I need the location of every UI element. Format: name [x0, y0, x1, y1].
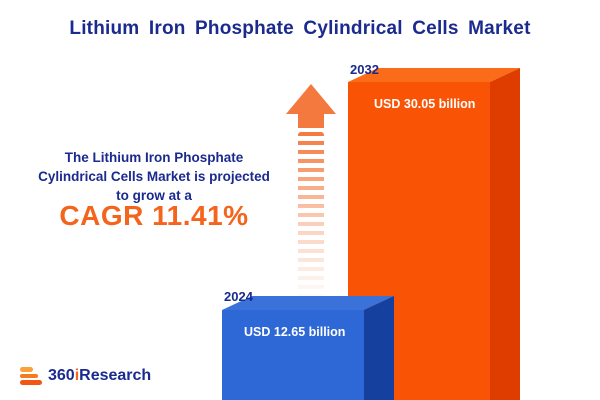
logo-bar-middle: [20, 373, 38, 378]
logo-text: 360iResearch: [48, 367, 151, 385]
logo-bar-bottom: [20, 380, 42, 385]
arrow-fade-overlay: [296, 132, 326, 302]
growth-arrow-icon: [286, 84, 336, 302]
page-title: Lithium Iron Phosphate Cylindrical Cells…: [69, 18, 531, 39]
bar-2024-top-face: [222, 296, 394, 310]
cagr-value: CAGR 11.41%: [59, 200, 249, 231]
category-label-2024: 2024: [224, 289, 253, 304]
arrow-head: [286, 84, 336, 114]
logo-text-360: 360: [48, 367, 75, 384]
bar-2032-top-face: [348, 68, 520, 82]
market-description: The Lithium Iron Phosphate Cylindrical C…: [8, 148, 300, 205]
bar-2024: [222, 296, 394, 400]
description-line-1: The Lithium Iron Phosphate: [64, 150, 244, 165]
logo-text-research: Research: [79, 367, 152, 384]
value-label-2024: USD 12.65 billion: [244, 325, 346, 339]
description-line-2: Cylindrical Cells Market is projected: [38, 169, 270, 184]
logo-bar-top: [20, 367, 33, 372]
logo-bars-icon: [20, 366, 42, 386]
company-logo: 360iResearch: [20, 366, 151, 386]
bar-2024-side-face: [364, 296, 394, 400]
bar-2024-front-face: [222, 310, 364, 400]
category-label-2032: 2032: [350, 62, 379, 77]
logo-text-i: i: [74, 367, 80, 384]
value-label-2032: USD 30.05 billion: [374, 97, 476, 111]
bar-2032-side-face: [490, 68, 520, 400]
arrow-neck: [298, 114, 324, 128]
description-line-3: to grow at a: [116, 188, 192, 203]
